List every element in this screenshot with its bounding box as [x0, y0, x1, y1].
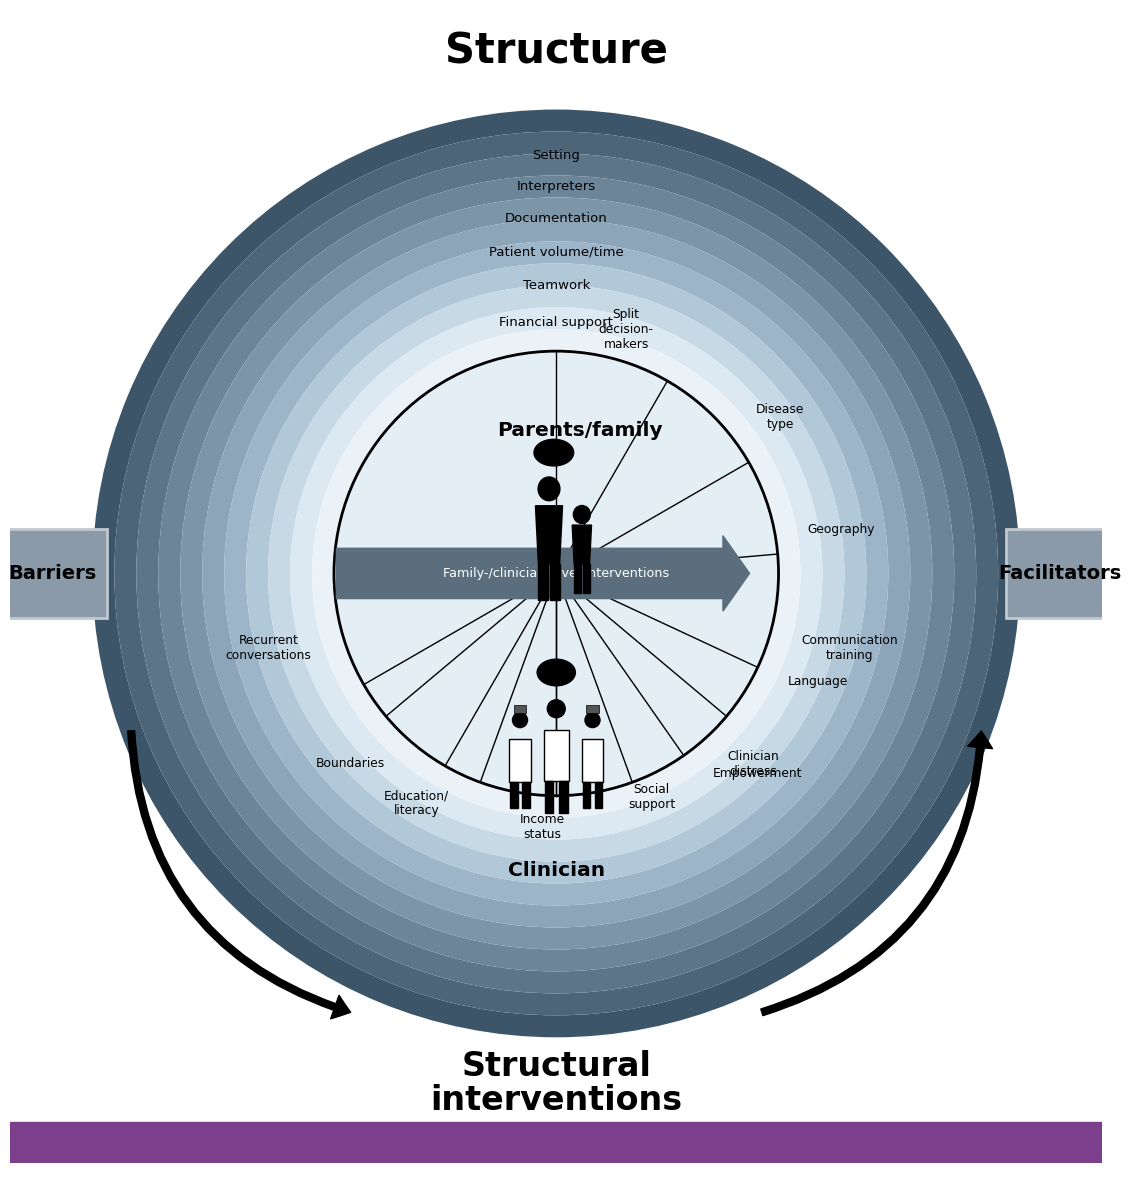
Wedge shape — [290, 307, 823, 840]
Text: Patient volume/time: Patient volume/time — [489, 246, 624, 258]
Wedge shape — [268, 286, 844, 862]
Text: Disease
type: Disease type — [756, 403, 805, 431]
Text: Parents/family: Parents/family — [497, 421, 663, 440]
Polygon shape — [536, 505, 563, 564]
Polygon shape — [522, 781, 530, 809]
Text: Family-/clinician-level interventions: Family-/clinician-level interventions — [443, 566, 669, 580]
Text: Setting: Setting — [532, 149, 580, 162]
Text: Boundaries: Boundaries — [315, 757, 385, 770]
Text: Clinician
distress: Clinician distress — [728, 750, 780, 778]
Text: Documentation: Documentation — [505, 211, 608, 224]
Ellipse shape — [547, 700, 566, 719]
Polygon shape — [583, 781, 590, 809]
Ellipse shape — [512, 712, 528, 728]
Ellipse shape — [537, 659, 576, 686]
Text: Teamwork: Teamwork — [522, 280, 590, 293]
FancyArrow shape — [337, 535, 749, 611]
Text: Language: Language — [788, 674, 848, 688]
Polygon shape — [574, 564, 581, 593]
Text: Social
support: Social support — [628, 784, 676, 811]
Polygon shape — [550, 564, 559, 600]
Text: Barriers: Barriers — [8, 564, 97, 583]
FancyArrowPatch shape — [760, 731, 992, 1015]
Wedge shape — [224, 241, 888, 906]
Wedge shape — [312, 329, 800, 817]
Text: Interpreters: Interpreters — [516, 180, 596, 193]
Text: Education/
literacy: Education/ literacy — [384, 790, 449, 817]
Bar — [514, 706, 527, 713]
Wedge shape — [114, 132, 998, 1015]
Circle shape — [334, 352, 779, 796]
Polygon shape — [559, 781, 568, 812]
Text: Facilitators: Facilitators — [999, 564, 1122, 583]
FancyArrowPatch shape — [128, 731, 350, 1019]
Polygon shape — [510, 781, 518, 809]
Polygon shape — [596, 781, 602, 809]
Text: Clinician: Clinician — [507, 862, 605, 880]
Ellipse shape — [538, 476, 560, 502]
Polygon shape — [583, 564, 590, 593]
Text: Structural: Structural — [461, 1050, 651, 1082]
Text: Income
status: Income status — [520, 812, 565, 841]
FancyBboxPatch shape — [0, 529, 107, 618]
Bar — [586, 706, 599, 713]
Text: Communication
training: Communication training — [801, 635, 898, 662]
Text: Geography: Geography — [808, 523, 875, 535]
Text: Split
decision-
makers: Split decision- makers — [599, 308, 653, 352]
Wedge shape — [180, 197, 932, 949]
Wedge shape — [246, 263, 867, 883]
Text: interventions: interventions — [431, 1084, 683, 1117]
Wedge shape — [93, 109, 1020, 1037]
Text: Empowerment: Empowerment — [712, 767, 802, 780]
Wedge shape — [137, 154, 976, 994]
FancyBboxPatch shape — [544, 731, 568, 781]
Text: Financial support: Financial support — [499, 316, 614, 329]
Ellipse shape — [573, 505, 591, 524]
FancyBboxPatch shape — [510, 738, 531, 781]
Wedge shape — [158, 175, 954, 972]
Wedge shape — [202, 220, 911, 928]
FancyBboxPatch shape — [582, 738, 603, 781]
Polygon shape — [538, 564, 548, 600]
Polygon shape — [545, 781, 554, 812]
Text: Structure: Structure — [445, 30, 668, 72]
Ellipse shape — [584, 712, 601, 728]
FancyBboxPatch shape — [1006, 529, 1114, 618]
Text: Recurrent
conversations: Recurrent conversations — [226, 635, 312, 662]
Bar — [10, 1122, 1102, 1163]
Polygon shape — [572, 526, 591, 564]
Ellipse shape — [533, 439, 574, 467]
